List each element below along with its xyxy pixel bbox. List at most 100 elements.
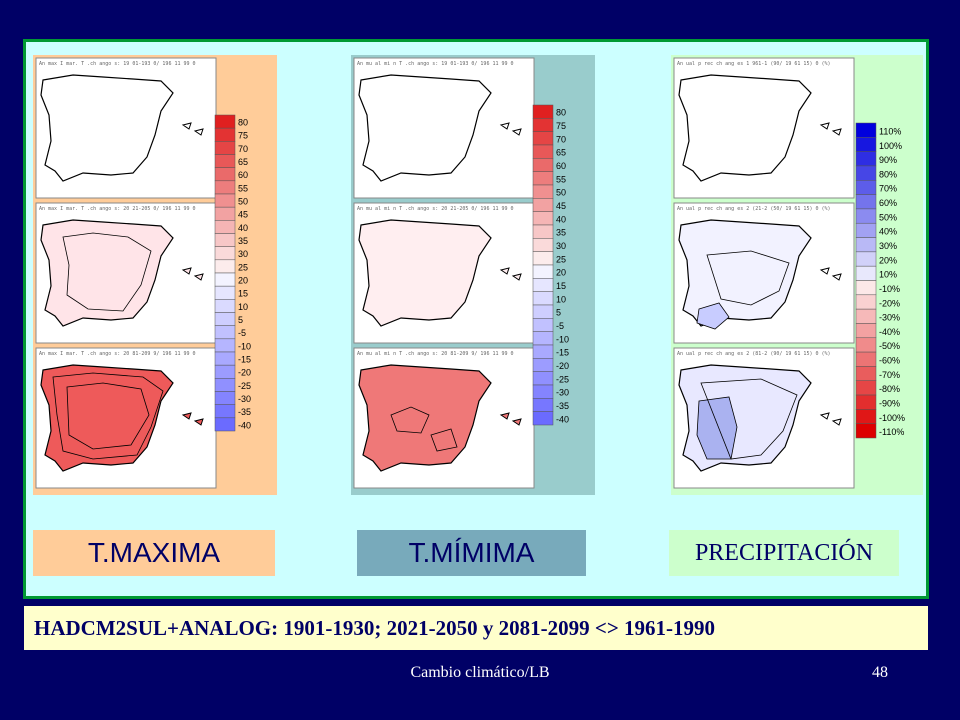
legend-tick-label: -10 <box>238 341 251 351</box>
precip-label: PRECIPITACIÓN <box>694 539 874 566</box>
legend-tick-label: 75 <box>238 131 248 141</box>
legend-swatch <box>214 391 236 405</box>
legend-swatch <box>532 198 554 212</box>
legend-tick-label: 45 <box>238 210 248 220</box>
legend-swatch <box>855 237 877 253</box>
legend-tick-label: -30% <box>879 313 900 323</box>
legend-swatch <box>532 171 554 186</box>
legend-tick-label: -25 <box>238 381 251 391</box>
legend-swatch <box>532 371 554 386</box>
legend-swatch <box>214 378 236 392</box>
legend-swatch <box>532 264 554 279</box>
legend-swatch <box>214 404 236 419</box>
legend-tick-label: 70 <box>238 144 248 154</box>
tmax-panel: An max I mar. T .ch ango s: 19 01-193 0/… <box>33 55 277 495</box>
legend-swatch <box>214 312 236 326</box>
legend-tick-label: -35 <box>556 401 569 411</box>
tmax-label: T.MAXIMA <box>87 537 221 568</box>
legend-tick-label: 30 <box>556 241 566 251</box>
legend-swatch <box>214 364 236 379</box>
legend-swatch <box>532 384 554 399</box>
legend-tick-label: -100% <box>879 413 905 423</box>
legend-swatch <box>532 104 554 119</box>
legend-swatch <box>214 259 236 274</box>
legend-tick-label: -35 <box>238 407 251 417</box>
map-header-text: An mu al mi n T .ch ango s: 19 01-193 0/… <box>357 61 514 67</box>
legend-tick-label: 80 <box>556 108 566 118</box>
legend-swatch <box>214 233 236 247</box>
map-header-text: An max I mar. T .ch ango s: 20 81-209 9/… <box>39 351 196 357</box>
legend-swatch <box>855 251 877 267</box>
legend-swatch <box>855 265 877 281</box>
legend-swatch <box>855 180 877 195</box>
legend-tick-label: -80% <box>879 384 900 394</box>
precip-map-2021-2050: An ual p rec ch ang es 2 (21-2 (50/ 19 6… <box>673 202 855 344</box>
legend-swatch <box>855 351 877 367</box>
tmin-label: T.MÍMIMA <box>408 537 535 568</box>
legend-swatch <box>214 167 236 182</box>
legend-tick-label: 25 <box>556 254 566 264</box>
legend-swatch <box>532 118 554 132</box>
precip-map-1961-1990: An ual p rec ch ang es 1 961-1 (90/ 19 6… <box>673 57 855 199</box>
legend-swatch <box>532 251 554 266</box>
legend-swatch <box>532 278 554 292</box>
legend-swatch <box>532 158 554 172</box>
legend-tick-label: 40% <box>879 227 897 237</box>
legend-tick-label: -10 <box>556 334 569 344</box>
legend-tick-label: 5 <box>238 315 243 325</box>
legend-tick-label: 50 <box>556 188 566 198</box>
legend-swatch <box>855 337 877 353</box>
legend-swatch <box>855 323 877 339</box>
legend-tick-label: 90% <box>879 155 897 165</box>
tmin-maps: An mu al mi n T .ch ango s: 19 01-193 0/… <box>353 57 569 489</box>
legend-swatch <box>855 194 877 210</box>
legend-swatch <box>855 294 877 310</box>
legend-swatch <box>532 211 554 226</box>
legend-swatch <box>855 423 877 439</box>
legend-swatch <box>855 208 877 224</box>
spain-outline <box>40 74 174 182</box>
legend-swatch <box>214 220 236 234</box>
tmin-map-1901-1930: An mu al mi n T .ch ango s: 19 01-193 0/… <box>353 57 535 199</box>
legend-tick-label: 50 <box>238 197 248 207</box>
page-number: 48 <box>872 664 888 681</box>
legend-tick-label: 35 <box>238 236 248 246</box>
legend-tick-label: 40 <box>556 214 566 224</box>
legend-tick-label: 60 <box>556 161 566 171</box>
legend-swatch <box>214 285 236 300</box>
legend-swatch <box>532 358 554 372</box>
legend-tick-label: 40 <box>238 223 248 233</box>
map-header-text: An ual p rec ch ang es 2 (81-2 (90/ 19 6… <box>677 351 831 357</box>
legend-tick-label: 20% <box>879 255 897 265</box>
legend-swatch <box>532 291 554 306</box>
legend-swatch <box>855 366 877 381</box>
tmin-panel: An mu al mi n T .ch ango s: 19 01-193 0/… <box>351 55 595 495</box>
legend-tick-label: -40% <box>879 327 900 337</box>
legend-swatch <box>532 398 554 412</box>
legend-swatch <box>214 193 236 208</box>
legend-tick-label: -10% <box>879 284 900 294</box>
legend-swatch <box>532 411 554 426</box>
legend-tick-label: 30 <box>238 249 248 259</box>
legend-tick-label: -20% <box>879 298 900 308</box>
caption-text: HADCM2SUL+ANALOG: 1901-1930; 2021-2050 y… <box>34 615 716 640</box>
legend-tick-label: 10% <box>879 270 897 280</box>
legend-tick-label: 80 <box>238 118 248 128</box>
map-header-text: An mu al mi n T .ch ango s: 20 81-209 9/… <box>357 351 514 357</box>
legend-swatch <box>855 280 877 296</box>
precip-label-box: PRECIPITACIÓN <box>669 530 899 576</box>
legend-swatch <box>532 304 554 319</box>
legend-tick-label: -110% <box>879 427 904 437</box>
legend-tick-label: 15 <box>556 281 566 291</box>
legend-tick-label: -30 <box>238 394 251 404</box>
map-header-text: An ual p rec ch ang es 1 961-1 (90/ 19 6… <box>677 61 831 67</box>
legend-swatch <box>855 137 877 152</box>
legend-swatch <box>214 246 236 261</box>
legend-tick-label: -15 <box>556 348 569 358</box>
tmin-label-box: T.MÍMIMA <box>357 530 586 576</box>
legend-tick-label: 75 <box>556 121 566 131</box>
legend-swatch <box>214 351 236 366</box>
legend-swatch <box>532 318 554 332</box>
legend-swatch <box>214 325 236 340</box>
tmin-legend: 80 75 70 65 60 55 50 45 40 35 30 25 20 15 10 5 -5 -10 -15 -… <box>532 104 569 426</box>
